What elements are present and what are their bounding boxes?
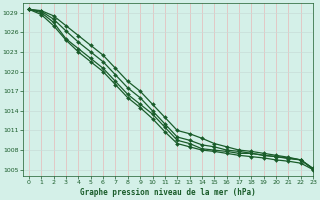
X-axis label: Graphe pression niveau de la mer (hPa): Graphe pression niveau de la mer (hPa) (80, 188, 256, 197)
